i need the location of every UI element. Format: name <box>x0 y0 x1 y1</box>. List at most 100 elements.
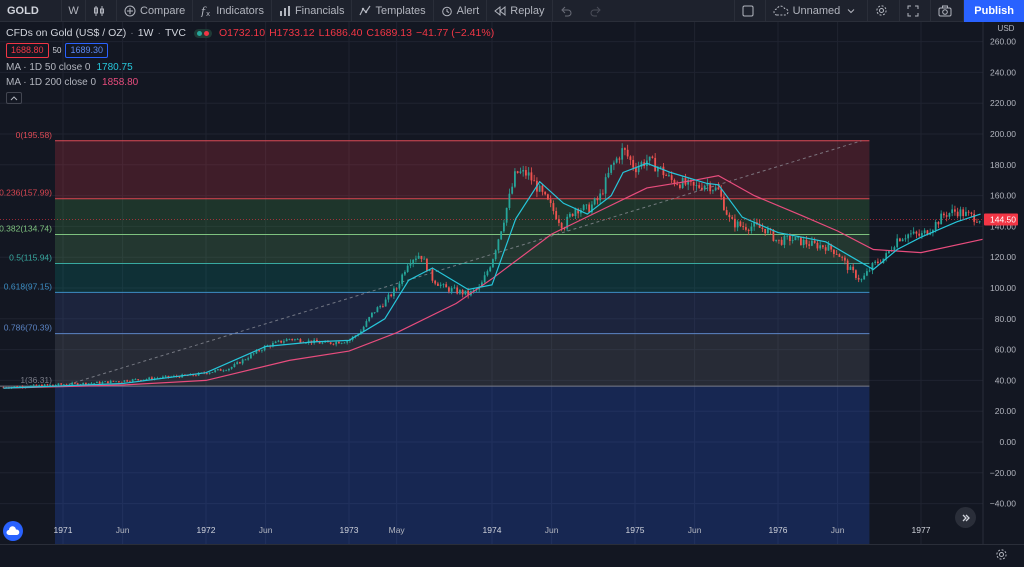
redo-button[interactable] <box>583 0 613 22</box>
ma200-line <box>3 174 993 389</box>
candle-body <box>934 221 937 231</box>
candle-body <box>346 340 349 343</box>
candle-body <box>720 189 723 197</box>
save-layout-button[interactable]: Unnamed <box>766 0 869 22</box>
candle-body <box>728 214 731 218</box>
candle-body <box>511 186 514 194</box>
candle-body <box>492 259 494 268</box>
sell-button[interactable]: 1688.80 <box>6 43 49 58</box>
candle-body <box>923 230 926 234</box>
candle-body <box>956 211 959 217</box>
price-tick-label: 0.00 <box>999 437 1016 447</box>
candle-body <box>71 382 74 385</box>
ma200-legend-row[interactable]: MA · 1D 200 close 0 1858.80 <box>6 75 494 90</box>
tradingview-logo-icon[interactable] <box>3 521 23 541</box>
market-status-icon[interactable] <box>193 29 212 38</box>
candle-body <box>255 350 258 354</box>
camera-icon <box>938 5 952 16</box>
candle-body <box>874 261 877 263</box>
interval-button[interactable]: W <box>62 0 86 22</box>
candle-body <box>937 221 940 225</box>
layout-select-button[interactable] <box>733 0 766 22</box>
candle-body <box>805 239 808 245</box>
candle-body <box>423 258 426 260</box>
candle-body <box>299 339 302 343</box>
candle-body <box>217 369 219 371</box>
candle-body <box>926 230 929 235</box>
buy-button[interactable]: 1689.30 <box>65 43 108 58</box>
candle-body <box>85 382 87 385</box>
candle-body <box>560 222 563 229</box>
candle-body <box>621 148 624 160</box>
candle-body <box>673 179 676 185</box>
candle-body <box>459 290 461 294</box>
candle-body <box>283 341 285 343</box>
bar-chart-icon <box>279 5 290 16</box>
snapshot-button[interactable] <box>931 0 965 22</box>
time-tick-label: Jun <box>545 525 559 535</box>
candle-body <box>247 358 250 360</box>
candle-body <box>547 194 549 200</box>
candle-body <box>123 380 126 382</box>
indicators-label: Indicators <box>216 4 264 17</box>
replay-button[interactable]: Replay <box>487 0 553 22</box>
candle-body <box>481 282 483 287</box>
alert-label: Alert <box>456 4 480 17</box>
chart-settings-button[interactable] <box>868 0 901 22</box>
candle-body <box>109 380 112 384</box>
symbol-legend-row: CFDs on Gold (US$ / OZ) · 1W · TVC O1732… <box>6 27 495 39</box>
fib-level-label: 1(36.31) <box>20 375 52 385</box>
collapse-legend-button[interactable] <box>6 92 22 104</box>
alert-button[interactable]: Alert <box>434 0 488 22</box>
double-chevron-right-icon <box>962 514 970 521</box>
compare-button[interactable]: Compare <box>117 0 194 22</box>
price-chart[interactable]: 0(195.58) 0.236(157.99) 0.382(134.74) 0.5(1… <box>0 22 1024 544</box>
candle-body <box>618 158 621 160</box>
candle-body <box>222 370 225 372</box>
symbol-label: GOLD <box>7 4 39 17</box>
candle-body <box>794 237 797 241</box>
candle-body <box>379 306 382 308</box>
candle-body <box>626 149 629 157</box>
fib-zone <box>55 140 870 199</box>
undo-button[interactable] <box>553 0 583 22</box>
candle-body <box>822 245 824 248</box>
candle-body <box>868 270 871 272</box>
candle-body <box>514 171 516 187</box>
chart-type-button[interactable] <box>86 0 117 22</box>
indicators-button[interactable]: f x Indicators <box>193 0 272 22</box>
financials-label: Financials <box>294 4 345 17</box>
candle-body <box>747 229 750 231</box>
axis-settings-button[interactable] <box>995 548 1008 564</box>
candle-body <box>871 262 874 271</box>
ma50-legend-row[interactable]: MA · 1D 50 close 0 1780.75 <box>6 60 494 75</box>
candle-body <box>527 172 530 176</box>
time-axis-bar <box>0 544 1024 567</box>
candle-body <box>951 209 954 214</box>
financials-button[interactable]: Financials <box>272 0 353 22</box>
candle-body <box>195 375 197 377</box>
publish-button[interactable]: Publish <box>964 0 1024 22</box>
candle-body <box>943 213 945 216</box>
fib-zone <box>55 263 870 293</box>
fullscreen-button[interactable] <box>900 0 932 22</box>
candle-body <box>907 234 910 239</box>
candle-body <box>219 369 222 371</box>
candle-body <box>76 383 79 385</box>
candle-body <box>668 175 670 177</box>
symbol-search-button[interactable]: GOLD <box>0 0 62 22</box>
candle-body <box>670 175 673 180</box>
candle-body <box>976 221 978 223</box>
scroll-to-realtime-button[interactable] <box>955 507 976 528</box>
candle-body <box>915 231 918 234</box>
candle-body <box>140 379 142 381</box>
candle-body <box>648 156 651 161</box>
time-tick-label: Jun <box>688 525 702 535</box>
candle-body <box>373 312 376 314</box>
price-axis-bg <box>983 22 1024 544</box>
candle-body <box>376 307 379 313</box>
templates-button[interactable]: Templates <box>352 0 434 22</box>
fib-zone <box>55 292 870 334</box>
candle-body <box>277 340 280 342</box>
symbol-title[interactable]: CFDs on Gold (US$ / OZ) <box>6 27 127 39</box>
